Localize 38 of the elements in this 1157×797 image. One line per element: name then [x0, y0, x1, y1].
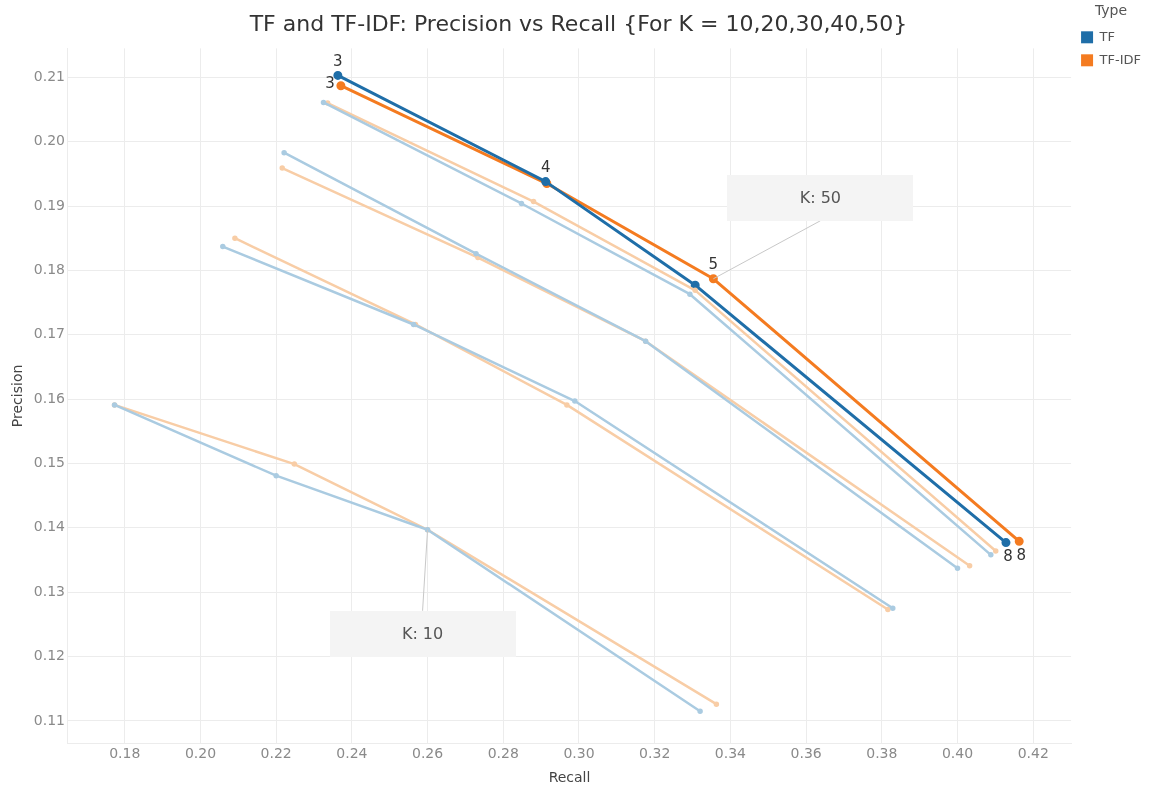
callout-box: K: 10 [329, 610, 516, 657]
x-axis-title: Recall [548, 769, 591, 786]
x-tick-label: 0.40 [941, 745, 974, 762]
x-tick-label: 0.24 [336, 745, 368, 762]
x-tick-label: 0.42 [1017, 745, 1049, 762]
legend-label: TF [1098, 28, 1115, 44]
y-tick-label: 0.19 [33, 196, 65, 213]
x-tick-label: 0.20 [184, 745, 217, 762]
x-tick-label: 0.26 [411, 745, 444, 762]
x-tick-label: 0.18 [109, 745, 141, 762]
x-tick-label: 0.30 [563, 745, 595, 762]
annotation: 8 [1016, 545, 1026, 564]
y-tick-label: 0.20 [33, 132, 65, 149]
y-tick-label: 0.12 [33, 647, 65, 664]
y-tick-label: 0.21 [33, 68, 65, 84]
annotation: 3 [333, 51, 343, 70]
y-tick-label: 0.13 [33, 582, 65, 599]
x-tick-label: 0.38 [866, 745, 898, 762]
y-tick-label: 0.15 [33, 454, 65, 471]
y-tick-label: 0.11 [33, 711, 65, 728]
y-axis-title: Precision [9, 364, 26, 428]
chart-title: TF and TF-IDF: Precision vs Recall {For K = 10,20,30,40,50} [248, 10, 908, 36]
annotation: 4 [540, 158, 551, 176]
y-tick-label: 0.14 [33, 518, 66, 535]
annotation: 3 [325, 73, 335, 92]
y-tick-label: 0.16 [33, 389, 66, 406]
callout-box: K: 50 [727, 174, 914, 221]
x-tick-label: 0.28 [487, 745, 519, 762]
legend-label: TF-IDF [1098, 51, 1142, 67]
x-tick-label: 0.34 [714, 745, 747, 762]
annotation: 8 [1003, 547, 1013, 566]
x-tick-label: 0.36 [790, 745, 822, 762]
x-tick-label: 0.22 [260, 745, 292, 762]
annotation: 5 [708, 255, 719, 274]
x-tick-label: 0.32 [639, 745, 671, 762]
y-tick-label: 0.17 [33, 325, 65, 342]
legend-title: Type [1093, 1, 1128, 18]
y-tick-label: 0.18 [33, 261, 65, 278]
